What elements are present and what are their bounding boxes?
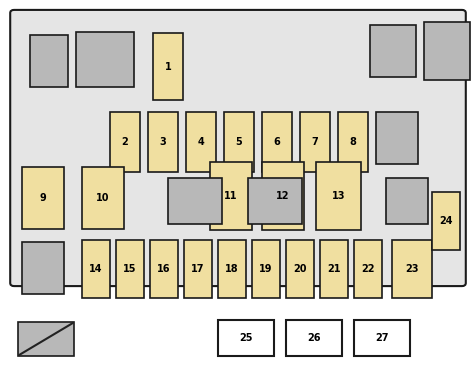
Text: 23: 23 [405,264,419,274]
Text: 26: 26 [307,333,321,343]
Bar [252,240,280,298]
Bar [18,322,74,356]
Bar [150,240,178,298]
Text: 3: 3 [160,137,166,147]
Bar [392,240,432,298]
Text: 21: 21 [327,264,341,274]
Bar [286,240,314,298]
Bar [316,162,361,230]
Bar [82,240,110,298]
Text: 5: 5 [236,137,242,147]
Text: 8: 8 [349,137,356,147]
Bar [218,240,246,298]
Bar [186,112,216,172]
Text: 16: 16 [157,264,171,274]
FancyBboxPatch shape [10,10,466,286]
Bar [320,240,348,298]
Bar [262,112,292,172]
Text: 4: 4 [198,137,204,147]
Bar [262,162,304,230]
Text: 14: 14 [89,264,103,274]
Text: 1: 1 [164,61,172,71]
Bar [354,320,410,356]
Bar [338,112,368,172]
Bar [82,167,124,229]
Text: 20: 20 [293,264,307,274]
Text: 6: 6 [273,137,281,147]
Text: 7: 7 [311,137,319,147]
Bar [224,112,254,172]
Text: 12: 12 [276,191,290,201]
Text: 9: 9 [40,193,46,203]
Text: 18: 18 [225,264,239,274]
Text: 17: 17 [191,264,205,274]
Bar [110,112,140,172]
Bar [30,35,68,87]
Bar [432,192,460,250]
Bar [210,162,252,230]
Bar [153,33,183,100]
Bar [300,112,330,172]
Bar [116,240,144,298]
Text: 15: 15 [123,264,137,274]
Text: 13: 13 [332,191,345,201]
Bar [76,32,134,87]
Bar [370,25,416,77]
Text: 24: 24 [439,216,453,226]
Bar [376,112,418,164]
Bar [248,178,302,224]
Text: 22: 22 [361,264,375,274]
Text: 25: 25 [239,333,253,343]
Bar [184,240,212,298]
Text: 11: 11 [224,191,238,201]
Bar [168,178,222,224]
Bar [22,167,64,229]
Bar [286,320,342,356]
Text: 2: 2 [122,137,128,147]
Bar [424,22,470,80]
Bar [354,240,382,298]
Text: 27: 27 [375,333,389,343]
Bar [386,178,428,224]
Bar [148,112,178,172]
Text: 10: 10 [96,193,110,203]
Text: 19: 19 [259,264,273,274]
Bar [22,242,64,294]
Bar [218,320,274,356]
